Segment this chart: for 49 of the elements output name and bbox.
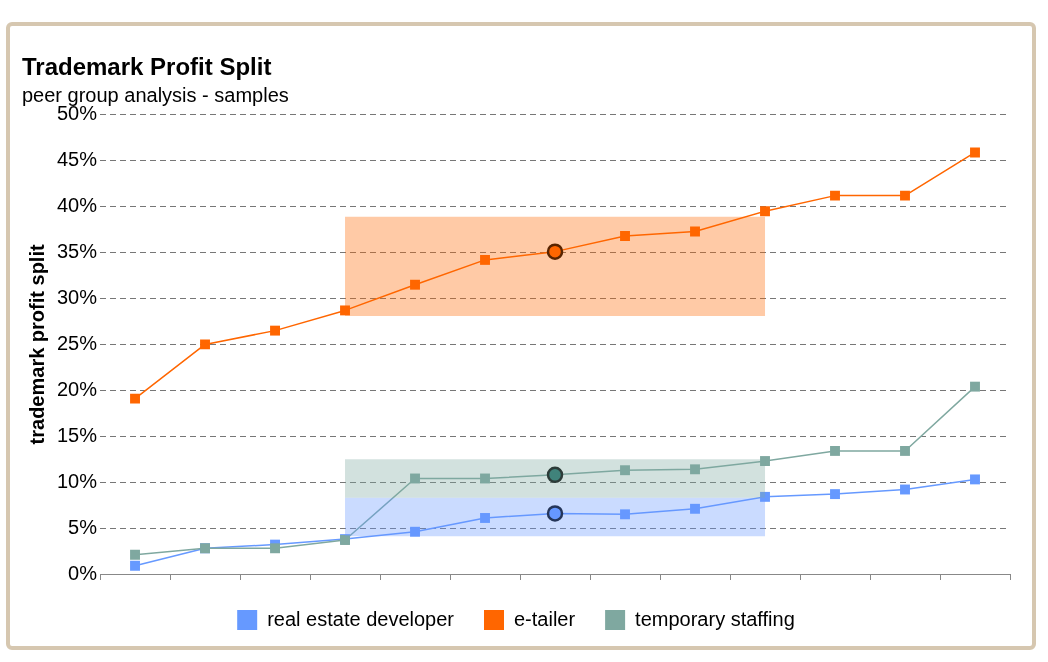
point	[130, 560, 140, 571]
point	[690, 464, 700, 475]
point	[760, 456, 770, 466]
point	[760, 491, 770, 502]
point	[340, 305, 350, 316]
point	[970, 474, 980, 485]
point	[546, 505, 564, 522]
point	[900, 445, 910, 456]
point	[200, 339, 210, 350]
point	[130, 393, 140, 404]
y-tick-label: 25%	[57, 331, 98, 354]
point	[620, 465, 630, 476]
point	[546, 466, 564, 484]
y-tick-label: 5%	[68, 515, 98, 538]
point	[830, 445, 840, 456]
point	[480, 473, 490, 484]
point	[410, 526, 420, 537]
point	[690, 226, 700, 237]
y-tick-label: 10%	[57, 469, 98, 492]
y-axis-title: trademark profit split	[25, 244, 48, 445]
y-tick-label: 20%	[57, 377, 98, 400]
point	[620, 231, 630, 241]
point	[690, 503, 700, 514]
legend-label: e-tailer	[513, 607, 576, 630]
point	[410, 279, 420, 290]
point	[480, 254, 490, 265]
point	[970, 381, 980, 392]
y-tick-label: 30%	[57, 286, 98, 308]
point	[830, 190, 840, 201]
y-tick-label: 0%	[68, 561, 98, 584]
point	[760, 206, 770, 217]
point	[410, 473, 420, 484]
y-tick-label: 15%	[57, 423, 98, 446]
point	[130, 549, 140, 560]
y-tick-label: 40%	[57, 194, 98, 217]
point	[270, 543, 280, 554]
point	[900, 484, 910, 495]
y-tick-label: 45%	[57, 148, 98, 171]
legend-label: temporary staffing	[635, 607, 795, 630]
y-tick-label: 35%	[57, 240, 98, 263]
point	[480, 513, 490, 523]
point	[900, 190, 910, 201]
chart-title: Trademark Profit Split	[22, 53, 272, 81]
point	[620, 509, 630, 520]
point	[270, 325, 280, 336]
point	[546, 243, 564, 260]
point	[970, 147, 980, 158]
point	[830, 489, 840, 500]
legend-label: real estate developer	[267, 607, 455, 630]
